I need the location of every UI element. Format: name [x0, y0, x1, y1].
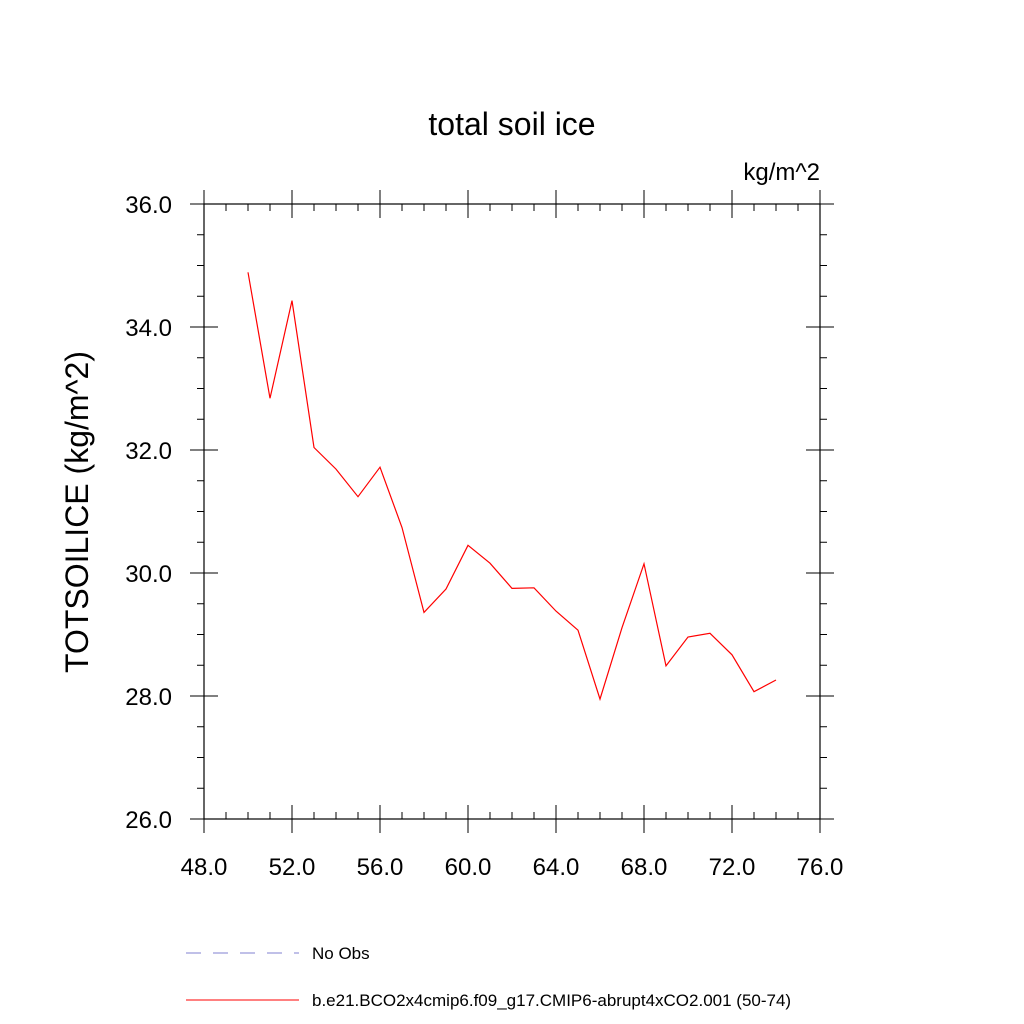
y-tick-label: 30.0: [125, 561, 172, 588]
y-axis-tick-labels: 26.0 28.0 30.0 32.0 34.0 36.0: [125, 192, 172, 834]
series-group: [247, 272, 777, 702]
series-line: [247, 272, 777, 702]
y-tick-label: 28.0: [125, 684, 172, 711]
x-tick-label: 68.0: [621, 854, 668, 881]
y-tick-label: 32.0: [125, 438, 172, 465]
x-tick-label: 72.0: [709, 854, 756, 881]
y-axis-title: TOTSOILICE (kg/m^2): [59, 351, 95, 673]
y-tick-label: 26.0: [125, 807, 172, 834]
units-label: kg/m^2: [743, 159, 820, 186]
legend-label: b.e21.BCO2x4cmip6.f09_g17.CMIP6-abrupt4x…: [312, 991, 791, 1010]
y-tick-label: 34.0: [125, 315, 172, 342]
x-tick-label: 76.0: [797, 854, 844, 881]
x-tick-label: 56.0: [357, 854, 404, 881]
chart-title: total soil ice: [428, 106, 595, 142]
x-tick-label: 52.0: [269, 854, 316, 881]
y-tick-label: 36.0: [125, 192, 172, 219]
x-tick-label: 64.0: [533, 854, 580, 881]
axis-ticks: [190, 190, 834, 833]
x-tick-label: 60.0: [445, 854, 492, 881]
legend-label: No Obs: [312, 944, 370, 963]
x-tick-label: 48.0: [181, 854, 228, 881]
plot-frame: [203, 203, 821, 820]
legend: No Obs b.e21.BCO2x4cmip6.f09_g17.CMIP6-ab…: [186, 944, 791, 1010]
x-axis-tick-labels: 48.0 52.0 56.0 60.0 64.0 68.0 72.0 76.0: [181, 854, 844, 881]
